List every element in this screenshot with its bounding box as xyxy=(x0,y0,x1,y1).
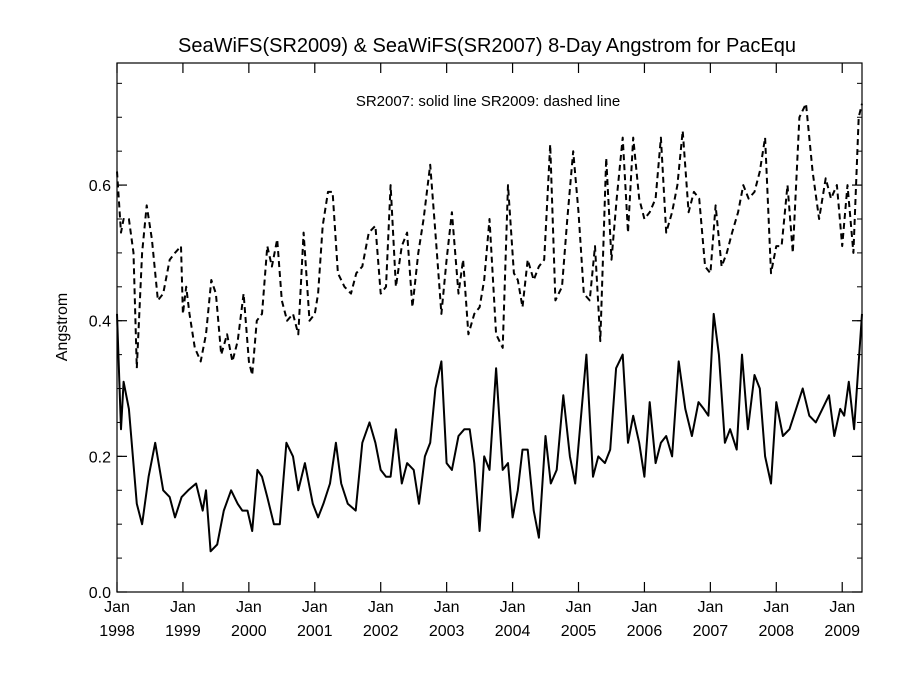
x-tick-month-label: Jan xyxy=(829,599,855,616)
plot-frame xyxy=(116,62,863,593)
x-tick-month-label: Jan xyxy=(763,599,789,616)
sr2009-dashed-series-line xyxy=(116,102,863,376)
x-tick-month-label: Jan xyxy=(368,599,394,616)
x-tick-year-label: 2002 xyxy=(363,623,399,640)
x-tick-year-label: 2003 xyxy=(429,623,465,640)
line-style-annotation: SR2007: solid line SR2009: dashed line xyxy=(356,93,620,110)
x-tick-month-label: Jan xyxy=(632,599,658,616)
chart-title: SeaWiFS(SR2009) & SeaWiFS(SR2007) 8-Day … xyxy=(178,35,796,57)
x-tick-year-label: 1999 xyxy=(165,623,201,640)
y-tick-label: 0.6 xyxy=(89,178,111,195)
x-tick-year-label: 2009 xyxy=(824,623,860,640)
x-tick-month-label: Jan xyxy=(236,599,262,616)
y-axis-label: Angstrom xyxy=(54,293,71,361)
x-tick-month-label: Jan xyxy=(434,599,460,616)
y-tick-label: 0.2 xyxy=(89,449,111,466)
x-tick-year-label: 2008 xyxy=(758,623,794,640)
y-tick-label: 0.4 xyxy=(89,314,111,331)
x-tick-year-label: 2005 xyxy=(561,623,597,640)
x-tick-year-label: 2006 xyxy=(627,623,663,640)
sr2007-solid-series-line xyxy=(116,312,863,553)
x-tick-year-label: 2004 xyxy=(495,623,531,640)
x-tick-month-label: Jan xyxy=(500,599,526,616)
x-tick-month-label: Jan xyxy=(697,599,723,616)
x-tick-month-label: Jan xyxy=(302,599,328,616)
plot-layer: 0.0 0.2 0.4 0.6 Jan 1998 Jan 1999 Jan 2000 Jan 2001… xyxy=(89,62,863,640)
y-tick-label: 0.0 xyxy=(89,585,111,602)
x-tick-month-label: Jan xyxy=(566,599,592,616)
x-tick-year-label: 2001 xyxy=(297,623,333,640)
x-tick-year-label: 1998 xyxy=(99,623,135,640)
x-tick-year-label: 2000 xyxy=(231,623,267,640)
x-tick-year-label: 2007 xyxy=(693,623,729,640)
x-tick-month-label: Jan xyxy=(104,599,130,616)
x-tick-month-label: Jan xyxy=(170,599,196,616)
